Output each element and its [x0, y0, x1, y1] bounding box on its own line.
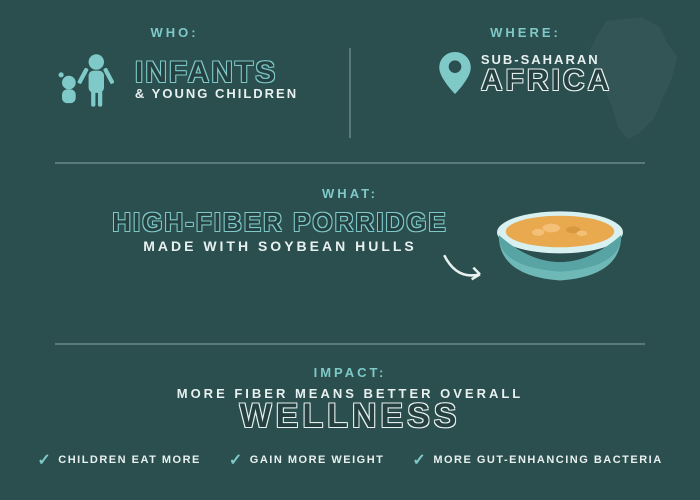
- check-item-3: ✓ MORE GUT-ENHANCING BACTERIA: [412, 450, 662, 470]
- check-text-2: GAIN MORE WEIGHT: [250, 454, 385, 466]
- checkmark-icon: ✓: [229, 450, 244, 470]
- where-content: SUB-SAHARAN AFRICA: [439, 52, 612, 94]
- where-label: WHERE:: [490, 25, 561, 40]
- impact-checks: ✓ CHILDREN EAT MORE ✓ GAIN MORE WEIGHT ✓…: [0, 450, 700, 470]
- location-pin-icon: [439, 52, 471, 94]
- impact-section: IMPACT: MORE FIBER MEANS BETTER OVERALL …: [0, 357, 700, 470]
- where-headline: AFRICA: [481, 67, 612, 94]
- what-headline: HIGH-FIBER PORRIDGE: [112, 207, 448, 238]
- checkmark-icon: ✓: [412, 450, 427, 470]
- where-section: WHERE: SUB-SAHARAN AFRICA: [351, 25, 700, 150]
- porridge-bowl-icon: [490, 193, 630, 289]
- check-item-2: ✓ GAIN MORE WEIGHT: [229, 450, 385, 470]
- what-text: HIGH-FIBER PORRIDGE MADE WITH SOYBEAN HU…: [112, 207, 448, 254]
- where-text: SUB-SAHARAN AFRICA: [481, 52, 612, 94]
- check-text-1: CHILDREN EAT MORE: [58, 454, 201, 466]
- who-sub: & YOUNG CHILDREN: [135, 86, 298, 101]
- who-section: WHO: INFANTS & YOUNG CHILDREN: [0, 25, 349, 150]
- who-label: WHO:: [150, 25, 198, 40]
- top-row: WHO: INFANTS & YOUNG CHILDREN: [0, 0, 700, 150]
- what-sub: MADE WITH SOYBEAN HULLS: [143, 238, 417, 254]
- who-content: INFANTS & YOUNG CHILDREN: [51, 50, 298, 110]
- horizontal-rule-2: [55, 343, 645, 345]
- impact-label: IMPACT:: [0, 365, 700, 380]
- check-text-3: MORE GUT-ENHANCING BACTERIA: [433, 454, 662, 466]
- horizontal-rule-1: [55, 162, 645, 164]
- check-item-1: ✓ CHILDREN EAT MORE: [37, 450, 201, 470]
- who-text: INFANTS & YOUNG CHILDREN: [135, 59, 298, 101]
- who-headline: INFANTS: [135, 59, 298, 86]
- what-section: WHAT: HIGH-FIBER PORRIDGE MADE WITH SOYB…: [0, 176, 700, 331]
- infant-child-icon: [51, 50, 121, 110]
- impact-headline: WELLNESS: [0, 401, 700, 432]
- checkmark-icon: ✓: [37, 450, 52, 470]
- what-row: HIGH-FIBER PORRIDGE MADE WITH SOYBEAN HU…: [0, 201, 700, 254]
- arrow-icon: [440, 251, 490, 284]
